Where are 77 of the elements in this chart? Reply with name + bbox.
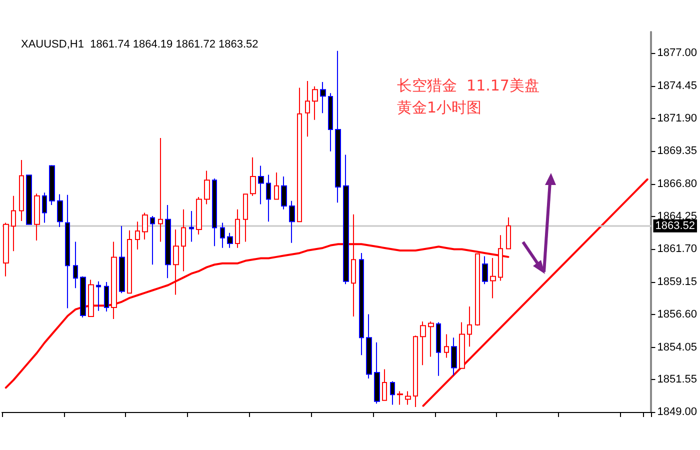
candlestick [11,195,16,252]
candlestick [3,222,9,277]
candlestick [189,210,194,242]
candlestick [467,306,472,348]
candlestick [266,174,271,222]
y-tick-label: 1877.00 [657,47,698,60]
candlestick [374,342,380,404]
y-tick-label: 1874.45 [657,80,698,92]
y-tick-label: 1869.35 [657,145,698,158]
candlestick [359,252,364,356]
candlestick [459,322,465,369]
candlestick [65,194,70,309]
candlestick [196,196,202,235]
text: XAUUSD,H1 1861.74 1864.19 1861.72 1863.52 [21,38,258,50]
y-tick-label: 1866.80 [657,178,698,190]
candlestick [26,174,32,226]
candlestick [220,222,225,248]
y-tick-label: 1849.00 [657,406,698,418]
y-tick-label: 1856.60 [657,308,698,321]
candlestick [80,276,86,318]
y-tick-label: 1871.90 [657,112,698,125]
y-tick-label: 1851.55 [657,373,698,386]
ref-line-label: 1863.52 [655,220,696,232]
candlestick [328,92,333,152]
candlestick [305,80,310,138]
candlestick [444,334,449,358]
candlestick [49,164,55,206]
candlestick [420,321,426,366]
candlestick [142,212,148,240]
candlestick [88,279,94,318]
candlestick [343,154,349,285]
candlestick [104,282,109,312]
candlestick [320,81,326,114]
candlestick [150,216,155,266]
candlestick [204,170,210,205]
candlestick [19,160,24,222]
candlestick [451,337,457,376]
annotation: 黄金1小时图 [397,98,482,116]
candlestick [490,257,496,299]
candlestick [258,165,264,205]
candlestick [165,204,171,279]
candlestick [243,193,248,242]
candlestick [335,50,341,204]
candlestick [297,87,302,222]
candlestick [42,192,47,224]
candlestick [250,156,256,196]
candlestick [475,253,480,326]
candlestick [235,208,240,248]
candlestick [390,380,395,406]
candlestick [289,200,295,244]
candlestick [158,137,163,242]
candlestick [57,194,63,228]
candlestick [135,221,140,250]
candlestick [382,368,387,401]
y-tick-label: 1861.70 [657,243,698,256]
candlestick [397,390,403,406]
y-tick-label: 1859.15 [657,276,698,288]
candlestick [413,335,418,408]
candlestick [506,216,511,250]
candlestick [366,314,372,380]
candlestick [96,280,101,312]
candlestick [428,321,434,358]
candlestick [34,193,40,242]
candlestick [436,322,441,376]
candlestick [482,256,488,285]
candlestick [312,86,318,120]
annotation: 长空猎金 11.17美盘 [397,76,540,94]
candlestick [281,176,287,210]
candlestick [227,232,233,248]
candlestick [119,226,125,294]
candlestick [181,208,186,272]
y-tick-label: 1854.05 [657,341,698,354]
candlestick [73,241,78,289]
candlestick [212,178,217,247]
candlestick [127,230,132,294]
candlestick [405,390,411,406]
candlestick [274,172,279,200]
